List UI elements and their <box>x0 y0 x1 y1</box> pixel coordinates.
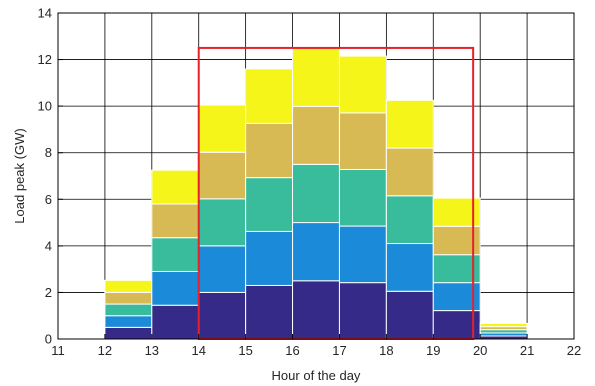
bar-segment <box>292 222 340 282</box>
y-axis-label: Load peak (GW) <box>12 128 27 223</box>
bar-segment <box>104 315 153 328</box>
y-tick-label: 0 <box>45 332 52 347</box>
bar-segment <box>338 55 387 114</box>
bar-segment <box>292 47 340 107</box>
bar-segment <box>104 279 153 293</box>
bar-segment <box>292 105 340 165</box>
x-axis-ticks: 11 12 13 14 15 16 17 18 19 20 21 22 <box>51 334 581 358</box>
bar-segment <box>198 245 247 293</box>
bar-segment <box>245 122 294 179</box>
bar-segment <box>151 304 200 340</box>
x-tick-label: 15 <box>238 343 252 358</box>
bar-segment <box>338 112 387 170</box>
bar-segment <box>151 237 200 272</box>
y-tick-label: 10 <box>38 99 52 114</box>
y-tick-label: 8 <box>45 145 52 160</box>
y-axis-ticks: 0 2 4 6 8 10 12 14 <box>38 6 63 347</box>
plot-area-frame <box>57 12 575 340</box>
x-tick-label: 22 <box>567 343 581 358</box>
x-tick-label: 14 <box>191 343 205 358</box>
x-axis-label: Hour of the day <box>272 368 361 383</box>
x-tick-label: 20 <box>473 343 487 358</box>
bar-segment <box>338 168 387 227</box>
bar-segment <box>198 291 247 340</box>
x-tick-label: 16 <box>285 343 299 358</box>
bar-segment <box>385 99 434 149</box>
bar-segment <box>385 290 434 340</box>
bar-segment <box>385 195 434 245</box>
x-tick-label: 19 <box>426 343 440 358</box>
x-tick-label: 21 <box>520 343 534 358</box>
y-tick-label: 4 <box>45 238 52 253</box>
bar-segment <box>151 169 200 205</box>
x-tick-label: 13 <box>145 343 159 358</box>
bar-segment <box>245 177 294 232</box>
bar-segment <box>198 104 247 153</box>
y-tick-label: 6 <box>45 192 52 207</box>
bar-segment <box>338 225 387 284</box>
bar-segment <box>198 198 247 247</box>
bar-segment <box>245 68 294 124</box>
bar-segment <box>245 284 294 340</box>
x-tick-label: 18 <box>379 343 393 358</box>
bar-segment <box>104 291 153 305</box>
y-tick-label: 14 <box>38 6 52 21</box>
x-tick-label: 12 <box>98 343 112 358</box>
bar-segment <box>104 326 153 340</box>
bar-segment <box>385 243 434 292</box>
x-tick-label: 17 <box>332 343 346 358</box>
bars <box>104 47 528 340</box>
bar-segment <box>479 322 528 328</box>
bar-segment <box>292 163 340 224</box>
bar-segment <box>151 203 200 239</box>
bar-segment <box>245 230 294 286</box>
bar-segment <box>385 147 434 197</box>
bar-segment <box>151 270 200 306</box>
y-tick-label: 12 <box>38 52 52 67</box>
bar-segment <box>198 151 247 200</box>
bar-segment <box>338 282 387 340</box>
x-tick-label: 11 <box>51 343 65 358</box>
y-tick-label: 2 <box>45 285 52 300</box>
bar-segment <box>292 280 340 340</box>
bar-segment <box>104 303 153 317</box>
